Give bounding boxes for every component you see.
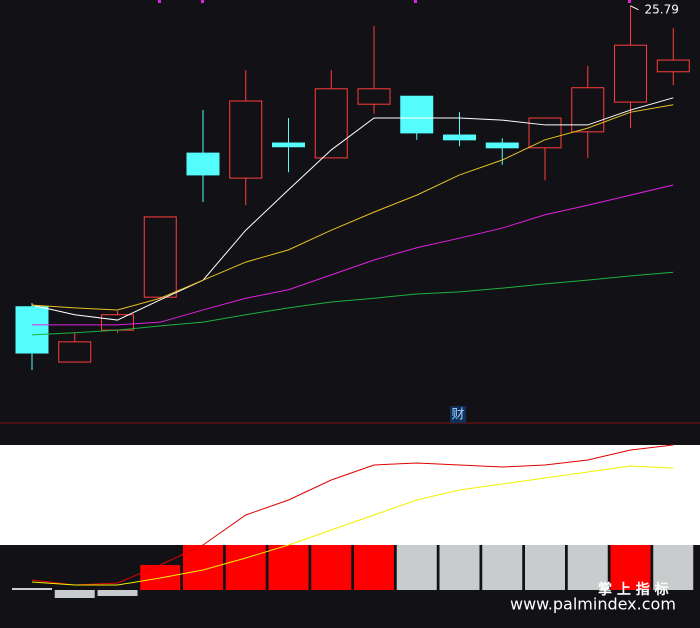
candle-body: [143, 216, 177, 298]
ma-line: [32, 184, 674, 326]
watermark-url: www.palmindex.com: [510, 595, 676, 614]
candle-body: [186, 152, 220, 176]
bar: [354, 545, 394, 590]
bar: [54, 590, 95, 598]
candle-body: [272, 142, 305, 148]
high-label: 25.79: [645, 2, 679, 16]
candle-body: [15, 306, 49, 354]
bar: [311, 545, 352, 590]
bar: [653, 545, 694, 590]
dot: [414, 0, 417, 3]
indicator-line: [31, 465, 674, 586]
candle-body: [656, 59, 690, 73]
high-pointer: [630, 5, 639, 11]
dot: [158, 0, 161, 3]
candle-body: [357, 88, 391, 105]
bar: [268, 545, 309, 590]
bar: [482, 545, 523, 590]
candle-body: [229, 100, 263, 179]
badge-box: [450, 406, 466, 423]
badge: 财: [451, 408, 464, 423]
ma-line: [31, 97, 674, 321]
bar: [97, 590, 138, 596]
indicator-line: [31, 444, 674, 586]
bar: [567, 545, 608, 590]
bar: [610, 545, 651, 590]
indicator-band: [0, 445, 700, 545]
bar: [439, 545, 480, 590]
indicator-panel: [12, 444, 694, 598]
bar: [396, 545, 437, 590]
bar: [525, 545, 565, 590]
candle-body: [443, 134, 476, 141]
bar: [225, 545, 266, 590]
ma-line: [31, 271, 674, 336]
ma-line: [31, 104, 674, 311]
dot: [201, 0, 204, 3]
candle-body: [614, 44, 647, 103]
candle-body: [101, 314, 134, 331]
top-dots: [158, 0, 631, 3]
candle-body: [314, 88, 348, 159]
watermark-title: 掌 上 指 标: [598, 581, 669, 598]
candle-body: [58, 341, 92, 363]
candle-body: [528, 117, 562, 149]
bar: [12, 588, 52, 590]
price-panel: 25.79: [15, 2, 690, 371]
candle-body: [485, 142, 519, 149]
bar: [183, 545, 223, 590]
candle-body: [400, 95, 434, 134]
dot: [628, 0, 631, 3]
